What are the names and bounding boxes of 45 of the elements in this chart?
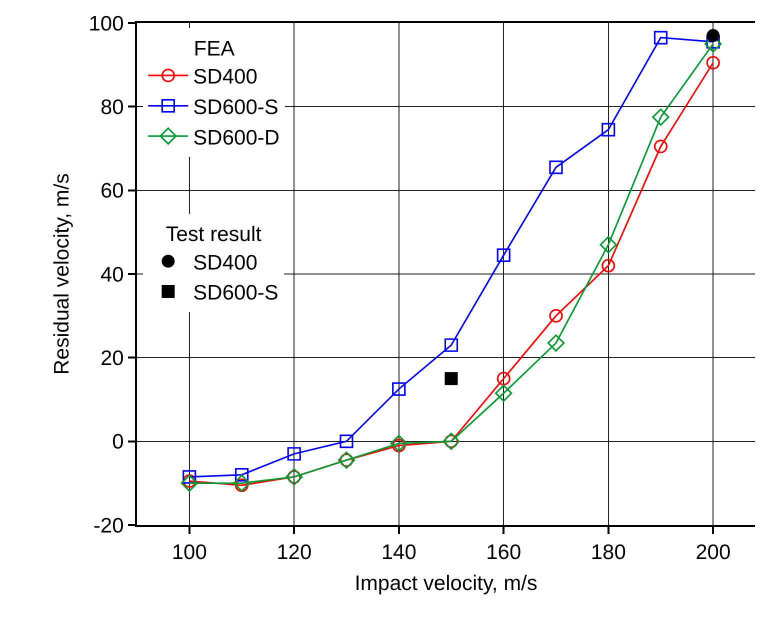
legend-label: SD400: [193, 251, 258, 274]
y-tick-label: 0: [112, 430, 124, 454]
y-tick-label: -20: [93, 514, 124, 538]
point: [392, 382, 406, 396]
y-tick-label: 40: [100, 263, 124, 286]
point: [549, 160, 563, 174]
legend-label: SD600-D: [193, 126, 280, 150]
y-axis-title: Residual velocity, m/s: [50, 173, 74, 375]
point: [496, 248, 510, 262]
y-tick-label: 60: [100, 180, 124, 203]
point: [496, 372, 510, 386]
point: [340, 434, 354, 448]
point: [600, 236, 617, 254]
x-tick-label: 180: [590, 541, 626, 564]
point: [390, 434, 408, 452]
legend-label: SD600-S: [193, 96, 278, 119]
point: [549, 309, 563, 323]
point: [234, 468, 249, 482]
point: [180, 474, 198, 492]
x-axis-title: Impact velocity, m/s: [354, 572, 538, 595]
legend-title: FEA: [194, 37, 235, 60]
point: [654, 30, 668, 44]
y-tick-label: 100: [88, 12, 124, 36]
point: [547, 334, 565, 352]
point: [654, 140, 668, 154]
annotation: Test result: [166, 223, 262, 246]
x-tick-label: 100: [172, 541, 207, 564]
point: [706, 56, 720, 70]
x-tick-label: 200: [696, 541, 731, 564]
y-tick-label: 80: [100, 96, 124, 120]
point: [602, 122, 616, 136]
y-tick-label: 20: [100, 347, 124, 370]
point: [444, 338, 458, 352]
point: [602, 258, 616, 272]
x-tick-label: 160: [486, 541, 522, 564]
point: [495, 384, 512, 402]
legend-label: SD600-S: [193, 282, 278, 305]
point: [233, 474, 250, 492]
point: [287, 447, 301, 461]
point: [652, 108, 670, 126]
x-tick-label: 140: [381, 541, 416, 564]
point: [706, 29, 720, 42]
x-tick-label: 120: [276, 541, 312, 564]
point: [444, 372, 458, 386]
legend-label: SD400: [193, 66, 258, 89]
